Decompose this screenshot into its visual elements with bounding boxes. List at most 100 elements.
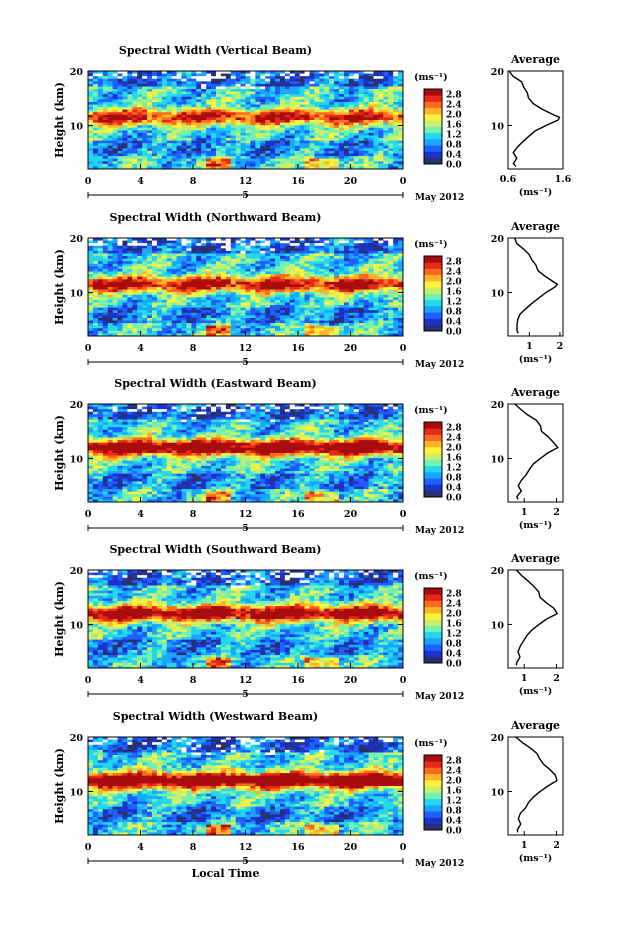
heatmap-cell [295, 148, 300, 151]
heatmap-cell [329, 274, 334, 277]
heatmap-cell [260, 287, 265, 290]
heatmap-cell [147, 128, 152, 131]
heatmap-cell [182, 302, 187, 305]
heatmap-cell [393, 279, 398, 282]
heatmap-cell [393, 269, 398, 272]
heatmap-cell [191, 323, 196, 326]
heatmap-cell [118, 290, 123, 293]
heatmap-cell [314, 120, 319, 123]
heatmap-cell [373, 141, 378, 144]
heatmap-cell [211, 76, 216, 79]
heatmap-cell [157, 148, 162, 151]
heatmap-cell [344, 302, 349, 305]
heatmap-cell [393, 112, 398, 115]
heatmap-cell [383, 128, 388, 131]
heatmap-cell [137, 115, 142, 118]
heatmap-cell [309, 161, 314, 164]
heatmap-cell [172, 110, 177, 113]
heatmap-cell [162, 300, 167, 303]
heatmap-cell [241, 97, 246, 100]
heatmap-cell [388, 79, 393, 82]
heatmap-cell [369, 97, 374, 100]
heatmap-cell [359, 261, 364, 264]
heatmap-cell [388, 315, 393, 318]
heatmap-cell [147, 243, 152, 246]
heatmap-cell [285, 141, 290, 144]
heatmap-cell [172, 261, 177, 264]
heatmap-cell [295, 282, 300, 285]
heatmap-cell [359, 269, 364, 272]
heatmap-cell [226, 74, 231, 77]
heatmap-cell [373, 313, 378, 316]
heatmap-cell [221, 292, 226, 295]
heatmap-cell [127, 284, 132, 287]
heatmap-cell [88, 146, 93, 149]
heatmap-cell [319, 328, 324, 331]
heatmap-cell [373, 112, 378, 115]
heatmap-cell [167, 310, 172, 313]
heatmap-cell [172, 290, 177, 293]
heatmap-cell [127, 321, 132, 324]
heatmap-cell [275, 110, 280, 113]
heatmap-cell [383, 305, 388, 308]
heatmap-cell [191, 151, 196, 154]
heatmap-cell [393, 92, 398, 95]
heatmap-cell [285, 133, 290, 136]
heatmap-cell [364, 123, 369, 126]
heatmap-cell [172, 308, 177, 311]
heatmap-cell [118, 89, 123, 92]
heatmap-cell [309, 261, 314, 264]
x-tick-label: 4 [137, 176, 144, 187]
heatmap-cell [378, 74, 383, 77]
heatmap-cell [339, 110, 344, 113]
heatmap-cell [191, 159, 196, 162]
heatmap-cell [250, 287, 255, 290]
heatmap-cell [88, 97, 93, 100]
heatmap-cell [241, 241, 246, 244]
heatmap-cell [369, 164, 374, 167]
heatmap-cell [113, 282, 118, 285]
heatmap-cell [349, 243, 354, 246]
heatmap-cell [241, 102, 246, 105]
heatmap-cell [122, 274, 127, 277]
heatmap-cell [206, 323, 211, 326]
heatmap-cell [265, 123, 270, 126]
heatmap-cell [113, 94, 118, 97]
heatmap-cell [319, 112, 324, 115]
heatmap-cell [241, 138, 246, 141]
heatmap-cell [378, 246, 383, 249]
heatmap-cell [142, 287, 147, 290]
heatmap-cell [280, 287, 285, 290]
heatmap-cell [206, 156, 211, 159]
heatmap-cell [172, 161, 177, 164]
heatmap-cell [93, 79, 98, 82]
colorbar-tick-label: 2.4 [446, 268, 462, 278]
heatmap-cell [265, 315, 270, 318]
heatmap-cell [309, 92, 314, 95]
heatmap-cell [265, 143, 270, 146]
heatmap-cell [226, 328, 231, 331]
heatmap-cell [231, 274, 236, 277]
heatmap-cell [221, 94, 226, 97]
heatmap-cell [241, 279, 246, 282]
heatmap-cell [108, 321, 113, 324]
heatmap-cell [309, 323, 314, 326]
heatmap-cell [309, 310, 314, 313]
heatmap-cell [339, 264, 344, 267]
heatmap-cell [260, 284, 265, 287]
heatmap-cell [122, 86, 127, 89]
heatmap-cell [118, 117, 123, 120]
heatmap-cell [122, 284, 127, 287]
heatmap-cell [344, 269, 349, 272]
heatmap-cell [142, 248, 147, 251]
heatmap-cell [270, 161, 275, 164]
heatmap-cell [305, 138, 310, 141]
heatmap-cell [295, 279, 300, 282]
heatmap-cell [383, 143, 388, 146]
heatmap-cell [103, 315, 108, 318]
heatmap-cell [167, 146, 172, 149]
heatmap-cell [275, 81, 280, 84]
heatmap-cell [388, 272, 393, 275]
heatmap-cell [314, 253, 319, 256]
heatmap-cell [319, 243, 324, 246]
